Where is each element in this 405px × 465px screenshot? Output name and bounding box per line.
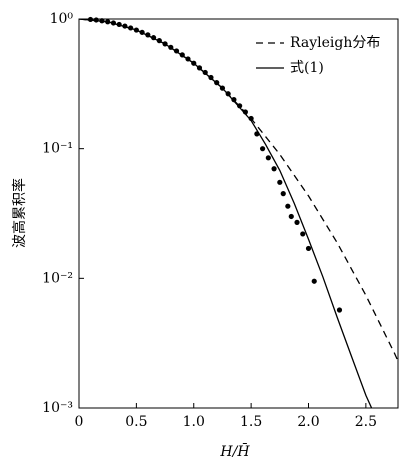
data-point xyxy=(122,23,128,29)
data-point xyxy=(285,203,291,209)
data-point xyxy=(150,35,157,41)
x-tick-label: 1.0 xyxy=(183,414,205,430)
x-tick-label: 0.5 xyxy=(125,414,147,430)
line-series xyxy=(79,19,398,362)
data-point xyxy=(110,20,117,26)
data-point xyxy=(139,29,145,35)
data-point xyxy=(265,155,271,161)
data-point xyxy=(87,16,94,23)
plot-frame xyxy=(78,18,399,409)
data-point xyxy=(231,97,237,103)
data-point xyxy=(305,245,312,252)
legend-label: 式(1) xyxy=(290,60,324,76)
data-point xyxy=(280,191,286,197)
x-tick-label: 2.5 xyxy=(355,414,377,430)
data-point xyxy=(208,74,214,81)
data-point xyxy=(168,44,174,50)
data-point xyxy=(214,80,220,86)
data-point xyxy=(133,27,139,33)
data-point xyxy=(294,219,300,225)
data-point xyxy=(116,21,122,28)
data-point xyxy=(248,115,254,122)
data-point xyxy=(179,52,185,58)
data-point xyxy=(300,231,306,237)
data-point xyxy=(259,146,266,152)
data-point xyxy=(93,17,99,23)
data-point xyxy=(311,278,317,284)
x-axis-label: H/H̄ xyxy=(219,442,250,460)
x-tick-label: 1.5 xyxy=(240,414,262,430)
data-point xyxy=(225,91,231,97)
y-axis-label: 波高累积率 xyxy=(11,178,28,248)
data-point xyxy=(254,131,260,137)
data-point xyxy=(237,103,243,109)
data-point xyxy=(271,166,277,172)
data-point xyxy=(196,65,203,71)
line-series xyxy=(79,19,373,408)
data-point xyxy=(156,38,162,44)
y-tick-label: 10⁻³ xyxy=(42,400,73,416)
data-point xyxy=(173,48,180,54)
data-point xyxy=(336,307,343,313)
data-point xyxy=(162,41,168,47)
data-point xyxy=(191,60,197,66)
data-point xyxy=(288,213,294,220)
data-point xyxy=(128,25,134,31)
x-tick-label: 2.0 xyxy=(297,414,319,430)
data-point xyxy=(105,19,111,25)
data-point xyxy=(202,69,208,76)
data-point xyxy=(145,32,151,38)
data-point xyxy=(242,109,248,115)
legend-label: Rayleigh分布 xyxy=(290,35,380,51)
x-tick-label: 0 xyxy=(75,414,84,430)
data-point xyxy=(185,56,191,62)
data-point xyxy=(99,18,105,24)
y-tick-label: 10⁻¹ xyxy=(42,141,73,157)
y-tick-label: 10⁰ xyxy=(50,11,74,27)
data-point xyxy=(277,179,283,185)
y-tick-label: 10⁻² xyxy=(42,270,73,286)
data-point xyxy=(219,85,226,91)
